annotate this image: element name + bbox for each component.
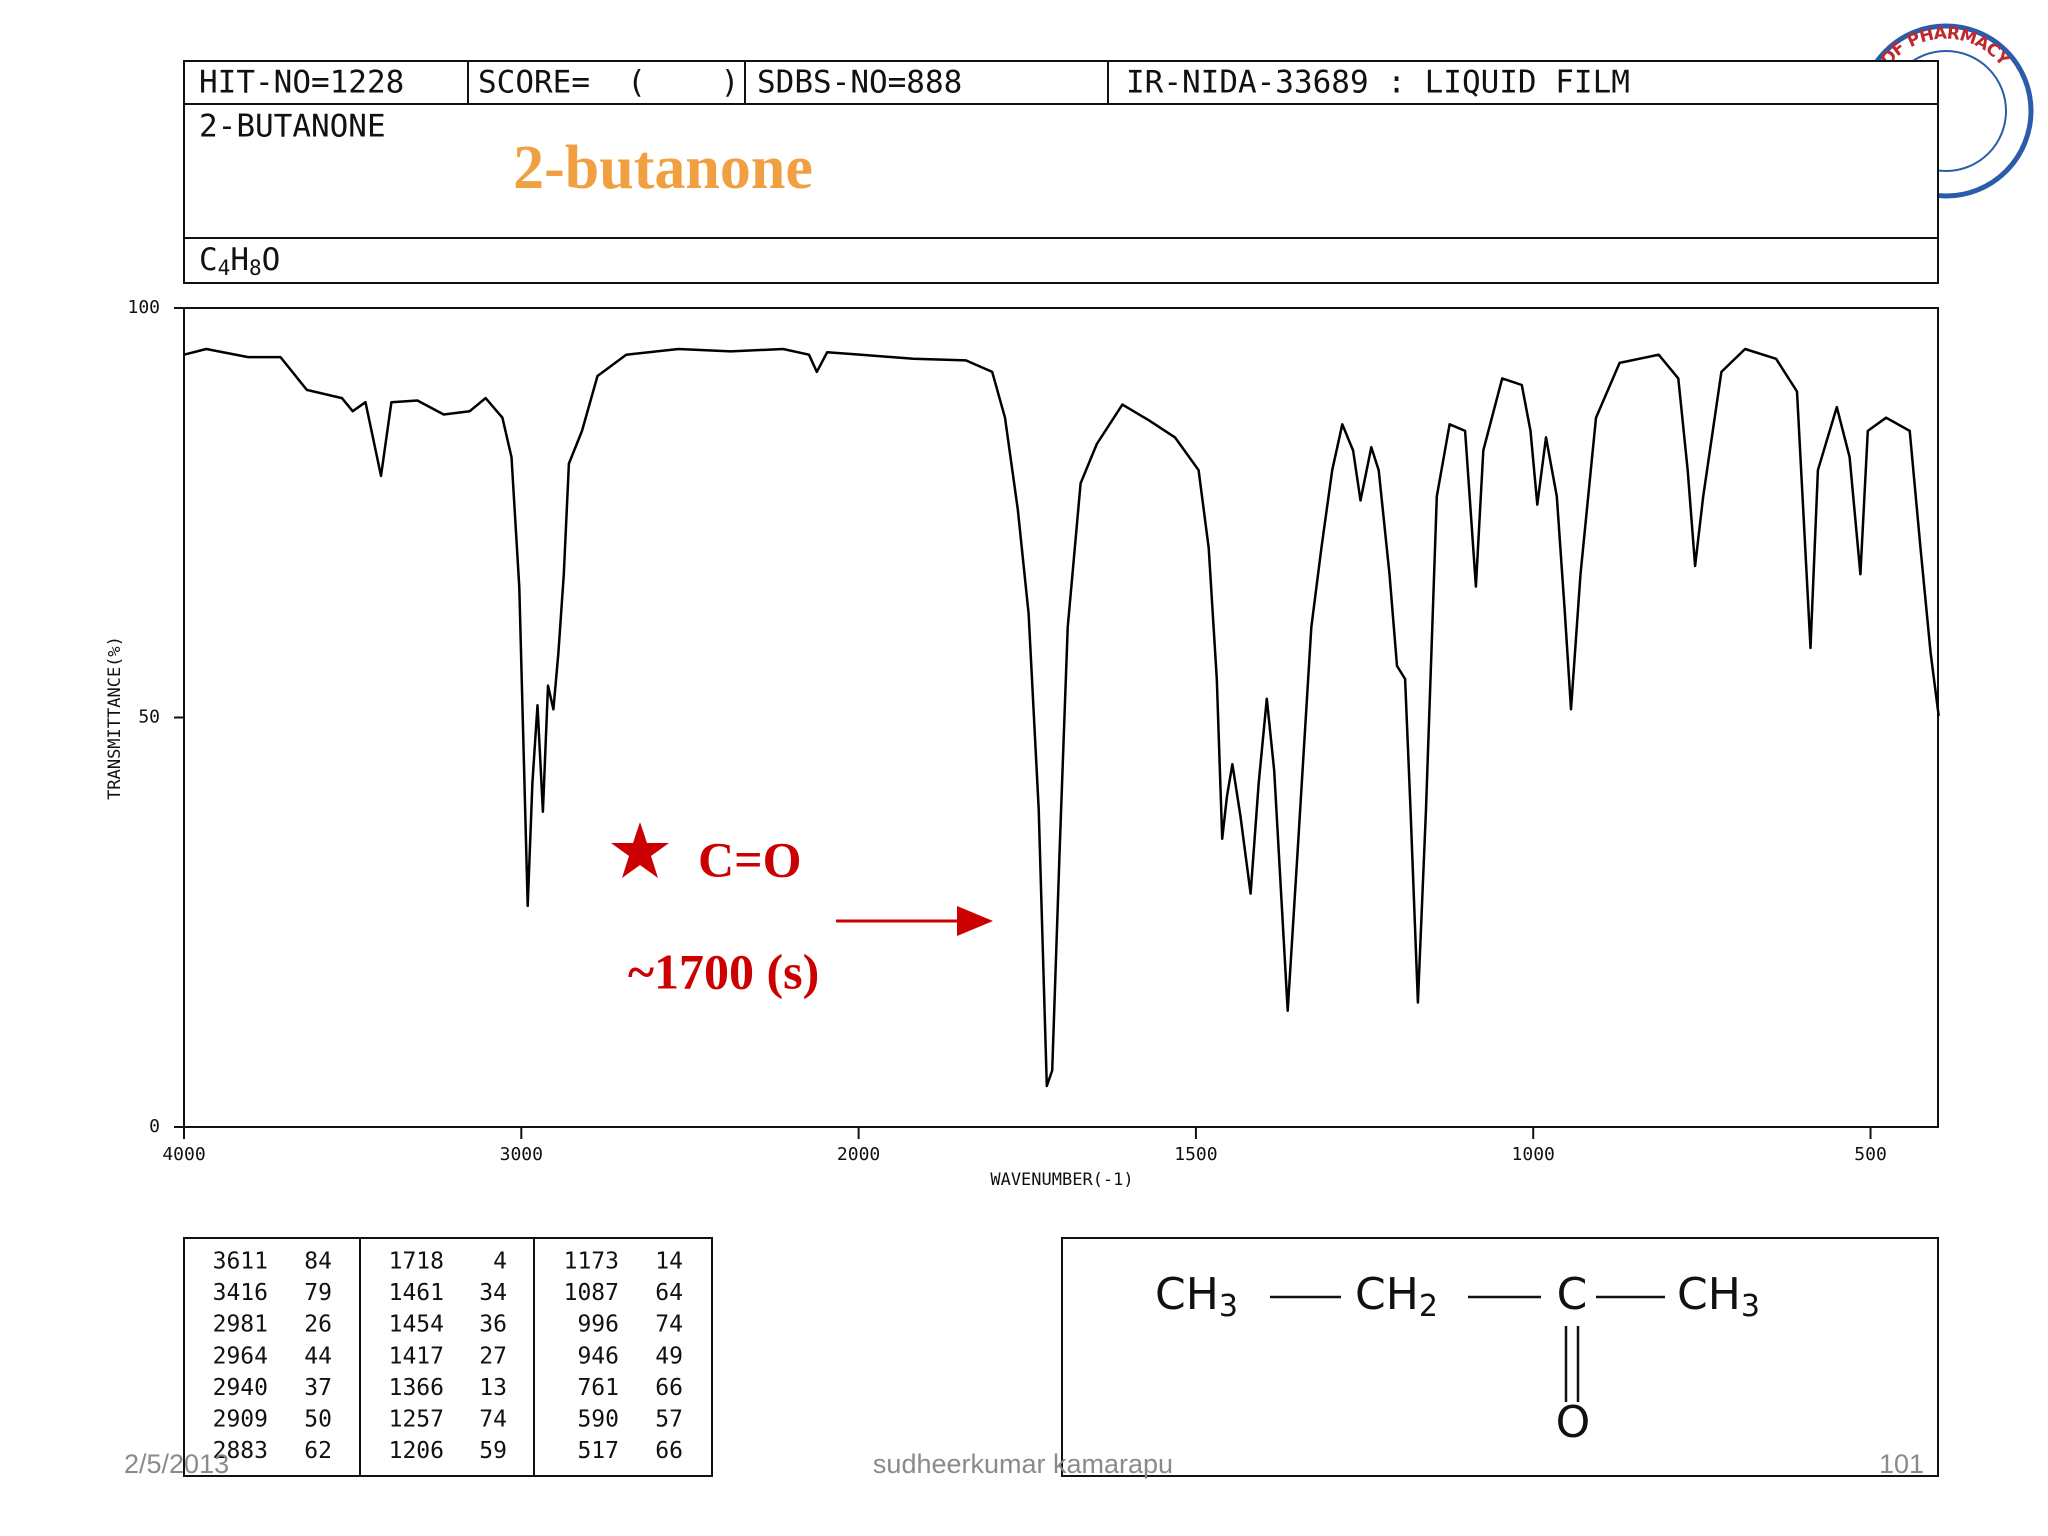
x-tick-label: 1500: [1174, 1144, 1217, 1165]
structure-sub: 3: [1741, 1289, 1760, 1324]
structure-atom: CH: [1677, 1269, 1741, 1320]
annotation-band: ~1700 (s): [628, 943, 819, 999]
peak-intensity: 64: [655, 1280, 683, 1306]
formula-part: H: [230, 242, 249, 278]
peak-wavenumber: 1718: [389, 1249, 444, 1275]
formula-part: O: [262, 242, 281, 278]
peak-intensity: 4: [493, 1249, 507, 1275]
footer-page: 101: [1879, 1449, 1924, 1479]
peak-wavenumber: 2940: [213, 1375, 268, 1401]
structure-group: C: [1557, 1269, 1588, 1320]
peak-intensity: 49: [655, 1343, 683, 1369]
y-tick-label: 50: [138, 707, 160, 728]
peak-wavenumber: 590: [577, 1407, 619, 1433]
x-tick-label: 1000: [1512, 1144, 1555, 1165]
formula-sub: 8: [249, 256, 262, 280]
peak-wavenumber: 946: [577, 1343, 619, 1369]
x-axis-label: WAVENUMBER(-1): [990, 1170, 1133, 1190]
structure: CH3 CH2 C CH3 O: [1061, 1237, 1939, 1477]
peak-intensity: 59: [479, 1438, 507, 1464]
formula-sub: 4: [218, 256, 231, 280]
x-tick-label: 2000: [837, 1144, 880, 1165]
peak-intensity: 79: [304, 1280, 332, 1306]
x-tick-label: 3000: [500, 1144, 543, 1165]
compound-name: 2-BUTANONE: [199, 109, 386, 145]
peak-wavenumber: 1366: [389, 1375, 444, 1401]
peak-wavenumber: 1206: [389, 1438, 444, 1464]
structure-sub: 2: [1419, 1289, 1438, 1324]
peak-intensity: 57: [655, 1407, 683, 1433]
peak-wavenumber: 3611: [213, 1249, 268, 1275]
peak-intensity: 66: [655, 1438, 683, 1464]
peak-intensity: 36: [479, 1312, 507, 1338]
structure-atom: C: [1557, 1269, 1588, 1320]
peak-intensity: 13: [479, 1375, 507, 1401]
peak-wavenumber: 1417: [389, 1343, 444, 1369]
structure-group: CH2: [1355, 1269, 1438, 1324]
peak-wavenumber: 1173: [564, 1249, 619, 1275]
score: SCORE= ( ): [478, 65, 739, 101]
structure-group: CH3: [1677, 1269, 1760, 1324]
peak-table: 3611 84 3416 79 2981 26 2964 44 2940 37 2909 50 2883…: [183, 1237, 713, 1477]
peak-intensity: 66: [655, 1375, 683, 1401]
peak-intensity: 44: [304, 1343, 332, 1369]
peak-wavenumber: 517: [577, 1438, 619, 1464]
y-tick-label: 0: [149, 1116, 160, 1137]
peak-intensity: 62: [304, 1438, 332, 1464]
peak-wavenumber: 2883: [213, 1438, 268, 1464]
peak-wavenumber: 1461: [389, 1280, 444, 1306]
peak-wavenumber: 761: [577, 1375, 619, 1401]
x-tick-label: 500: [1854, 1144, 1887, 1165]
footer-author: sudheerkumar kamarapu: [873, 1449, 1173, 1479]
peak-intensity: 34: [479, 1280, 507, 1306]
y-tick-label: 100: [127, 297, 160, 318]
peak-intensity: 74: [479, 1407, 507, 1433]
x-tick-label: 4000: [162, 1144, 205, 1165]
peak-intensity: 26: [304, 1312, 332, 1338]
hit-no: HIT-NO=1228: [199, 65, 404, 101]
header-frame: [183, 60, 1939, 284]
peak-wavenumber: 2981: [213, 1312, 268, 1338]
spectrum: WAVENUMBER(-1) TRANSMITTANCE(%) 4000 3000…: [105, 297, 1940, 1190]
annotation-bond: C=O: [698, 831, 802, 887]
structure-atom: CH: [1155, 1269, 1219, 1320]
peak-wavenumber: 2909: [213, 1407, 268, 1433]
structure-sub: 3: [1219, 1289, 1238, 1324]
peak-wavenumber: 996: [577, 1312, 619, 1338]
formula: C4H8O: [199, 242, 280, 281]
y-axis-label: TRANSMITTANCE(%): [105, 636, 125, 800]
header-box: HIT-NO=1228 SCORE= ( ) SDBS-NO=888 IR-NI…: [183, 60, 1939, 284]
peak-wavenumber: 1087: [564, 1280, 619, 1306]
peak-intensity: 27: [479, 1343, 507, 1369]
sdbs-no: SDBS-NO=888: [757, 65, 962, 101]
peak-wavenumber: 1454: [389, 1312, 444, 1338]
annotation: C=O ~1700 (s): [611, 822, 993, 999]
footer: 2/5/2013 sudheerkumar kamarapu 101: [124, 1449, 1924, 1479]
peak-intensity: 50: [304, 1407, 332, 1433]
formula-part: C: [199, 242, 218, 278]
structure-group: CH3: [1155, 1269, 1238, 1324]
peak-wavenumber: 2964: [213, 1343, 268, 1369]
peak-wavenumber: 1257: [389, 1407, 444, 1433]
footer-date: 2/5/2013: [124, 1449, 229, 1479]
peak-intensity: 74: [655, 1312, 683, 1338]
slide-title: 2-butanone: [513, 134, 813, 202]
peak-intensity: 84: [304, 1249, 332, 1275]
table-frame: [183, 1237, 713, 1477]
spectrum-line: [183, 347, 1940, 1088]
structure-atom: CH: [1355, 1269, 1419, 1320]
star-icon: [611, 822, 669, 878]
peak-intensity: 37: [304, 1375, 332, 1401]
peak-intensity: 14: [655, 1249, 683, 1275]
peak-wavenumber: 3416: [213, 1280, 268, 1306]
source: IR-NIDA-33689 : LIQUID FILM: [1126, 65, 1630, 101]
structure-oxygen: O: [1556, 1397, 1591, 1448]
structure-frame: [1061, 1237, 1939, 1477]
